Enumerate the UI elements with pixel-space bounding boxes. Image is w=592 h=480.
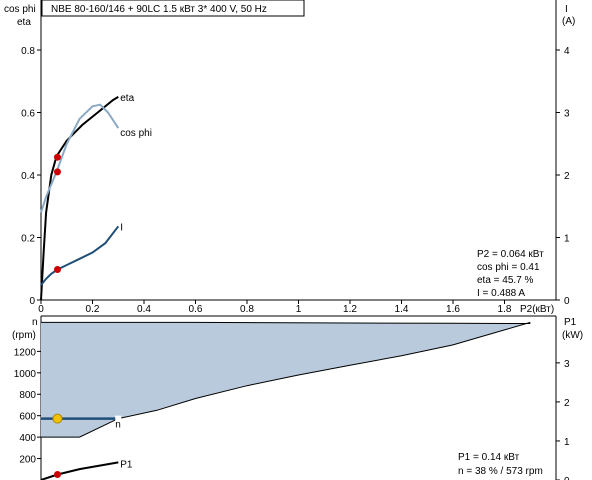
n-tick-label: 1000 <box>14 369 37 380</box>
readout-p2: P2 = 0.064 кВт <box>477 249 544 260</box>
speed-max-line <box>41 321 531 324</box>
y-left-label-n: n <box>32 317 38 328</box>
y-right-tick-label: 3 <box>564 109 570 120</box>
readout-eta: eta = 45.7 % <box>477 275 534 286</box>
curve-eta <box>40 96 119 301</box>
curve-p1 <box>40 461 119 480</box>
p1-tick-label: 0 <box>564 476 570 480</box>
operating-point-marker-cos-phi <box>53 168 61 176</box>
y-left-tick-label: 0.2 <box>21 234 35 245</box>
speed-line-end-marker <box>115 415 122 422</box>
curve-label-n: n <box>115 420 121 431</box>
header-title: NBE 80-160/146 + 90LC 1.5 кВт 3* 400 V, … <box>51 4 267 15</box>
operating-point-marker-eta <box>53 153 61 161</box>
x-tick-label: 1.2 <box>343 304 357 315</box>
operating-point-marker-speed <box>52 413 63 424</box>
y-left-tick-label: 0 <box>29 296 35 307</box>
x-tick-label: 1.6 <box>446 304 460 315</box>
x-tick-label: 1.4 <box>395 304 409 315</box>
y-left-label-eta: eta <box>17 17 31 28</box>
y-right-tick-label: 0 <box>564 296 570 307</box>
header-box <box>41 0 305 17</box>
n-tick-label: 1200 <box>14 347 37 358</box>
n-tick-label: 400 <box>19 433 36 444</box>
n-tick-label: 200 <box>19 455 36 466</box>
operating-point-marker-i <box>53 266 61 273</box>
p1-tick-label: 3 <box>564 359 570 370</box>
curve-label-current: I <box>120 222 123 233</box>
readout-speed: n = 38 % / 573 rpm <box>458 466 543 477</box>
y-left-label-cosphi: cos phi <box>4 4 36 15</box>
operating-point-readout-bottom: P1 = 0.14 кВт n = 38 % / 573 rpm <box>458 452 543 477</box>
curve-label-cosphi: cos phi <box>120 128 152 139</box>
x-tick-label: 0 <box>38 304 44 315</box>
n-tick-label: 800 <box>19 390 36 401</box>
readout-cosphi: cos phi = 0.41 <box>477 262 540 273</box>
curve-i <box>40 225 120 286</box>
curve-label-p1: P1 <box>120 459 133 470</box>
x-tick-label: 0.4 <box>137 304 151 315</box>
operating-point-readout-top: P2 = 0.064 кВт cos phi = 0.41 eta = 45.7… <box>477 249 544 299</box>
curve-cos-phi <box>40 103 120 213</box>
y-left-tick-label: 0.6 <box>21 109 35 120</box>
y-right-label-p1: P1 <box>564 317 577 328</box>
p1-tick-label: 1 <box>564 437 570 448</box>
y-left-tick-label: 0.8 <box>21 46 35 57</box>
y-left-tick-label: 0.4 <box>21 171 35 182</box>
x-tick-label: 1.8 <box>498 304 512 315</box>
x-tick-label: 0.6 <box>189 304 203 315</box>
x-tick-label: 0.8 <box>240 304 254 315</box>
p1-tick-label: 2 <box>564 398 570 409</box>
speed-range-area <box>41 322 531 438</box>
y-left-label-rpm: (rpm) <box>12 330 36 341</box>
operating-point-marker-p1 <box>53 471 61 479</box>
readout-current: I = 0.488 A <box>477 288 525 299</box>
y-right-label-kw: (kW) <box>562 330 583 341</box>
readout-p1: P1 = 0.14 кВт <box>458 452 520 463</box>
x-axis-label: P2(кВт) <box>520 304 554 315</box>
y-right-label-a: (A) <box>562 16 575 27</box>
n-tick-label: 600 <box>19 412 36 423</box>
y-right-tick-label: 1 <box>564 234 570 245</box>
curve-label-eta: eta <box>120 93 134 104</box>
x-tick-label: 1 <box>296 304 302 315</box>
y-right-tick-label: 2 <box>564 171 570 182</box>
speed-min-line <box>41 321 531 438</box>
x-tick-label: 0.2 <box>86 304 100 315</box>
y-right-label-i: I <box>565 4 568 15</box>
y-right-tick-label: 4 <box>564 46 570 57</box>
